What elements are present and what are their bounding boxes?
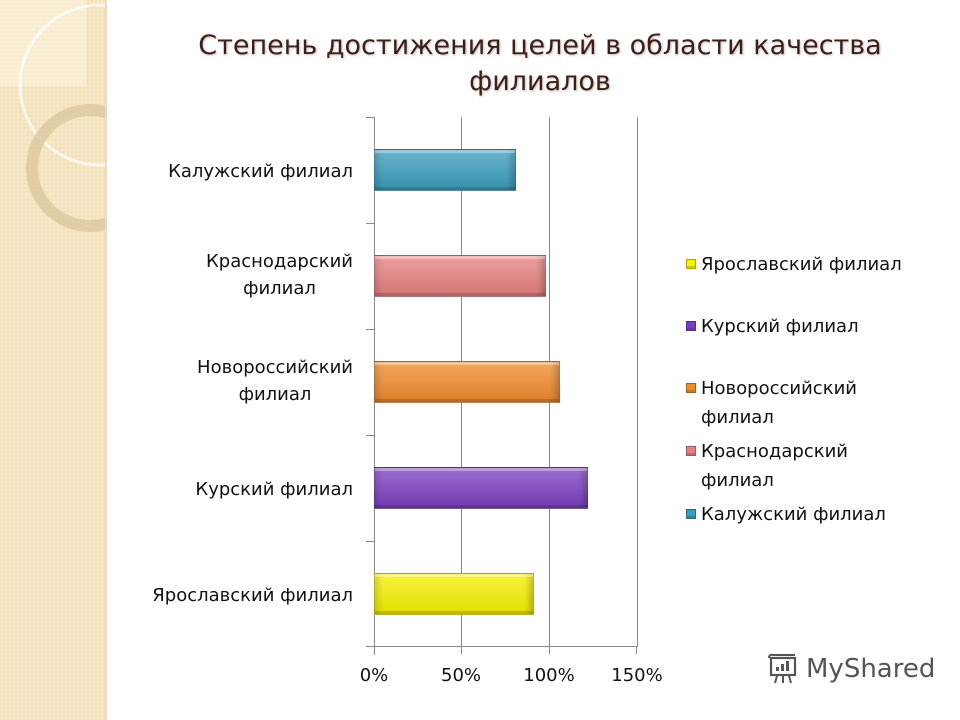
legend-item-kursky: Курский филиал bbox=[686, 312, 921, 341]
x-tick-label: 150% bbox=[611, 665, 663, 686]
y-tick bbox=[366, 435, 374, 436]
legend-swatch bbox=[686, 509, 696, 519]
x-tick bbox=[549, 646, 550, 654]
chart-title-line-2: филиалов bbox=[469, 66, 611, 97]
y-tick bbox=[366, 541, 374, 542]
legend-item-kaluzhsky: Калужский филиал bbox=[686, 500, 921, 529]
y-tick bbox=[366, 117, 374, 118]
x-axis bbox=[374, 646, 637, 647]
x-tick-label: 0% bbox=[359, 665, 389, 686]
legend-swatch bbox=[686, 259, 696, 269]
legend-item-novorossiysky: Новороссийский филиал bbox=[686, 374, 921, 432]
category-label-kursky: Курский филиал bbox=[195, 479, 353, 500]
gridline-150 bbox=[637, 117, 638, 647]
decorative-side-band bbox=[0, 0, 107, 720]
legend-swatch bbox=[686, 321, 696, 331]
y-tick bbox=[366, 646, 374, 647]
plot-area bbox=[366, 117, 638, 655]
x-tick bbox=[461, 646, 462, 654]
y-tick bbox=[366, 329, 374, 330]
category-label-novorossiysky: Новороссийский филиал bbox=[197, 357, 353, 405]
chart-title-line-1: Степень достижения целей в области качес… bbox=[198, 30, 882, 61]
bar-kursky bbox=[374, 467, 588, 509]
category-label-krasnodarsky: Краснодарский филиал bbox=[206, 251, 353, 299]
watermark-text: MyShared bbox=[806, 654, 936, 684]
bar-krasnodarsky bbox=[374, 255, 546, 297]
legend-item-krasnodarsky: Краснодарский филиал bbox=[686, 437, 921, 495]
bar-yaroslavsky bbox=[374, 573, 534, 615]
category-label-yaroslavsky: Ярославский филиал bbox=[152, 585, 353, 606]
decorative-circles-icon bbox=[18, 3, 105, 232]
decorative-panel bbox=[0, 0, 86, 86]
bar-kaluzhsky bbox=[374, 149, 517, 191]
legend-swatch bbox=[686, 383, 696, 393]
legend-swatch bbox=[686, 446, 696, 456]
y-axis bbox=[374, 117, 375, 655]
x-tick-label: 50% bbox=[440, 665, 482, 686]
presentation-board-icon bbox=[768, 653, 797, 684]
chart-title: Степень достижения целей в области качес… bbox=[180, 28, 900, 100]
x-tick bbox=[636, 646, 637, 654]
x-tick-label: 100% bbox=[523, 665, 575, 686]
category-label-kaluzhsky: Калужский филиал bbox=[168, 161, 353, 182]
bar-novorossiysky bbox=[374, 361, 560, 403]
x-tick bbox=[374, 646, 375, 654]
y-tick bbox=[366, 223, 374, 224]
watermark-logo: MyShared bbox=[766, 652, 935, 686]
legend-item-yaroslavsky: Ярославский филиал bbox=[686, 250, 921, 279]
